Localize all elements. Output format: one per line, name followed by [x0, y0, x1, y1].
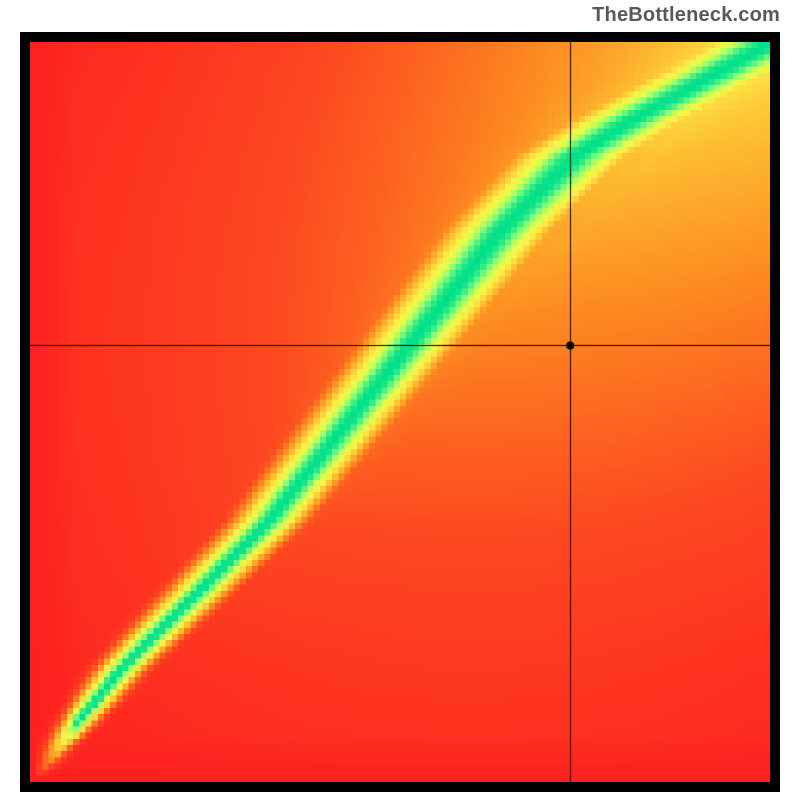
crosshair-overlay	[30, 42, 770, 782]
plot-frame	[20, 32, 780, 792]
plot-area	[30, 42, 770, 782]
watermark-text: TheBottleneck.com	[592, 4, 780, 27]
chart-container: TheBottleneck.com	[0, 0, 800, 800]
